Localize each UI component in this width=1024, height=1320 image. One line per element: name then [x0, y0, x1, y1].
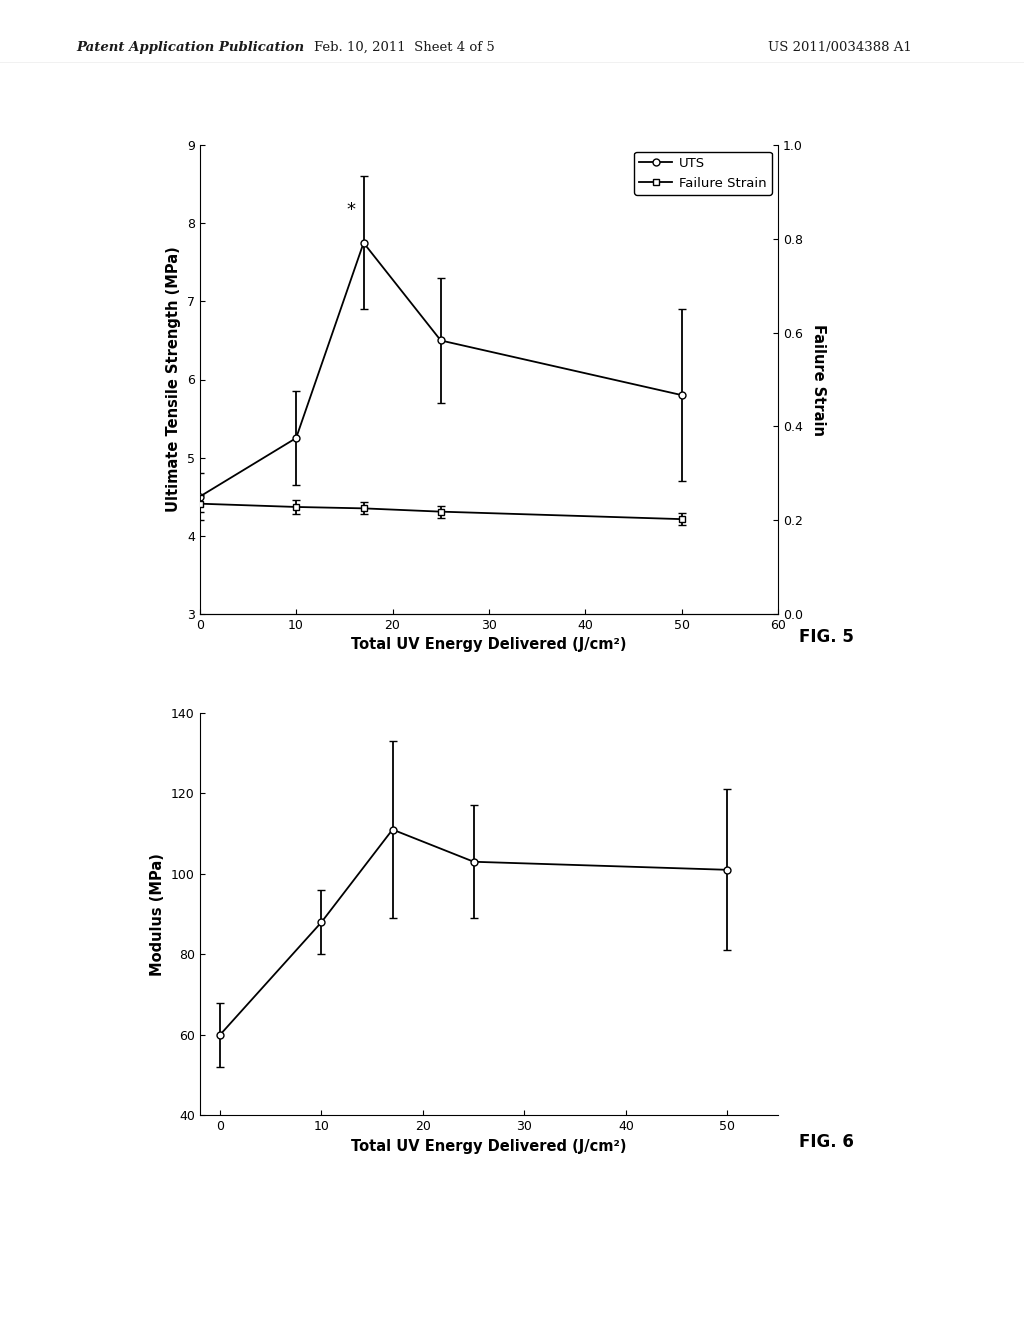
- Y-axis label: Ultimate Tensile Strength (MPa): Ultimate Tensile Strength (MPa): [166, 247, 181, 512]
- Text: FIG. 5: FIG. 5: [799, 628, 854, 647]
- Text: US 2011/0034388 A1: US 2011/0034388 A1: [768, 41, 911, 54]
- Text: Feb. 10, 2011  Sheet 4 of 5: Feb. 10, 2011 Sheet 4 of 5: [314, 41, 495, 54]
- Legend: UTS, Failure Strain: UTS, Failure Strain: [634, 152, 772, 195]
- Y-axis label: Modulus (MPa): Modulus (MPa): [151, 853, 166, 975]
- Text: *: *: [346, 202, 355, 219]
- Text: FIG. 6: FIG. 6: [799, 1133, 854, 1151]
- X-axis label: Total UV Energy Delivered (J/cm²): Total UV Energy Delivered (J/cm²): [351, 638, 627, 652]
- X-axis label: Total UV Energy Delivered (J/cm²): Total UV Energy Delivered (J/cm²): [351, 1139, 627, 1154]
- Text: Patent Application Publication: Patent Application Publication: [77, 41, 305, 54]
- Y-axis label: Failure Strain: Failure Strain: [811, 323, 826, 436]
